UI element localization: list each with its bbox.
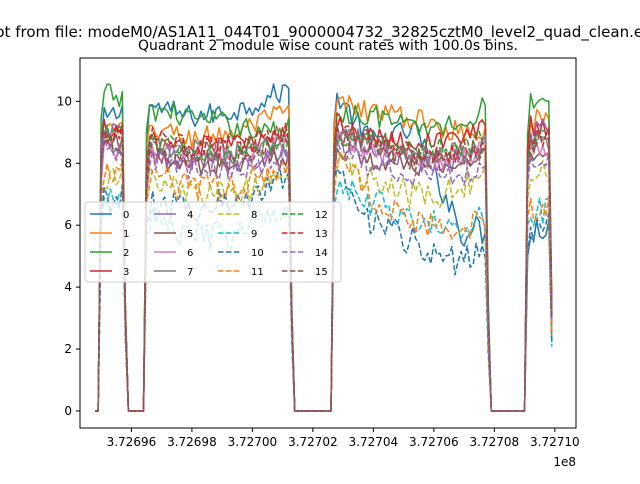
legend-label: 7 <box>187 267 193 278</box>
legend-label: 12 <box>315 210 328 221</box>
series-line-15 <box>95 123 553 412</box>
y-tick-label: 6 <box>64 218 72 232</box>
x-tick-label: 3.72698 <box>167 435 217 449</box>
y-tick-label: 0 <box>64 404 72 418</box>
legend-label: 2 <box>123 248 129 259</box>
y-tick-label: 10 <box>57 94 72 108</box>
x-offset-label: 1e8 <box>553 455 576 469</box>
legend-label: 8 <box>251 210 257 221</box>
legend-label: 4 <box>187 210 193 221</box>
x-tick-label: 3.72708 <box>470 435 520 449</box>
figure-suptitle: Plot from file: modeM0/AS1A11_044T01_900… <box>0 23 640 42</box>
x-tick-label: 3.72702 <box>288 435 338 449</box>
legend-label: 11 <box>251 267 264 278</box>
y-axis: 0 2 4 6 8 10 <box>57 94 80 418</box>
x-axis: 3.72696 3.72698 3.72700 3.72702 3.72704 3.727… <box>107 428 580 449</box>
legend-label: 13 <box>315 229 328 240</box>
x-tick-label: 3.72706 <box>409 435 459 449</box>
y-tick-label: 4 <box>64 280 72 294</box>
x-tick-label: 3.72710 <box>530 435 580 449</box>
x-tick-label: 3.72696 <box>107 435 157 449</box>
legend-label: 15 <box>315 267 328 278</box>
plot-frame <box>79 57 577 429</box>
legend-box <box>84 201 342 283</box>
legend-label: 1 <box>123 229 129 240</box>
legend-label: 6 <box>187 248 193 259</box>
chart-title: Quadrant 2 module wise count rates with … <box>138 38 518 54</box>
legend-label: 9 <box>251 229 257 240</box>
legend-label: 3 <box>123 267 129 278</box>
legend-label: 0 <box>123 210 129 221</box>
y-tick-label: 8 <box>64 156 72 170</box>
legend-label: 14 <box>315 248 328 259</box>
y-tick-label: 2 <box>64 342 72 356</box>
x-tick-label: 3.72700 <box>228 435 278 449</box>
legend-label: 10 <box>251 248 264 259</box>
x-tick-label: 3.72704 <box>349 435 399 449</box>
legend-label: 5 <box>187 229 193 240</box>
